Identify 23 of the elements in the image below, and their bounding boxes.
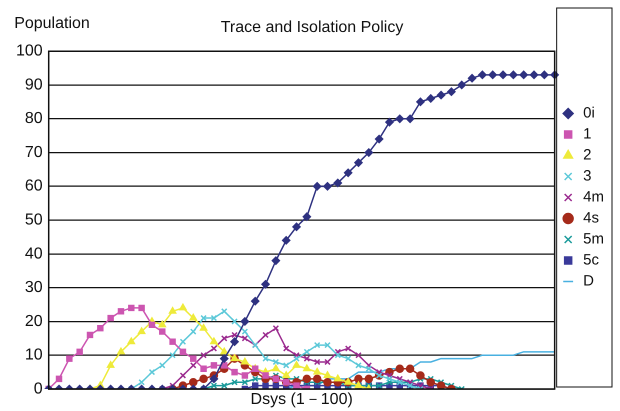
y-tick-label: 90 xyxy=(24,76,43,94)
y-tick-label: 0 xyxy=(34,380,43,398)
y-tick-label: 80 xyxy=(24,110,43,128)
x-axis-title: Dsys (1－100) xyxy=(250,391,353,408)
legend-label: 4s xyxy=(583,210,600,227)
y-tick-label: 70 xyxy=(24,144,43,161)
y-tick-label: 20 xyxy=(24,312,43,330)
legend-label: 2 xyxy=(583,146,592,164)
legend-label: 3 xyxy=(583,168,592,185)
legend-label: 1 xyxy=(583,126,592,143)
legend-label: D xyxy=(583,272,594,290)
chart-title: Trace and Isolation Policy xyxy=(220,19,404,36)
legend-label: 5m xyxy=(583,230,604,248)
legend-label: 4m xyxy=(583,188,604,206)
y-tick-label: 40 xyxy=(24,245,43,262)
y-tick-label: 60 xyxy=(24,178,43,195)
y-tick-label: 100 xyxy=(16,42,43,60)
y-tick-label: 30 xyxy=(24,279,43,296)
legend-label: 0i xyxy=(583,104,595,122)
y-axis-title: Population xyxy=(14,15,90,32)
y-tick-label: 10 xyxy=(24,346,43,364)
legend-label: 5c xyxy=(583,252,600,269)
y-tick-label: 50 xyxy=(24,212,43,229)
